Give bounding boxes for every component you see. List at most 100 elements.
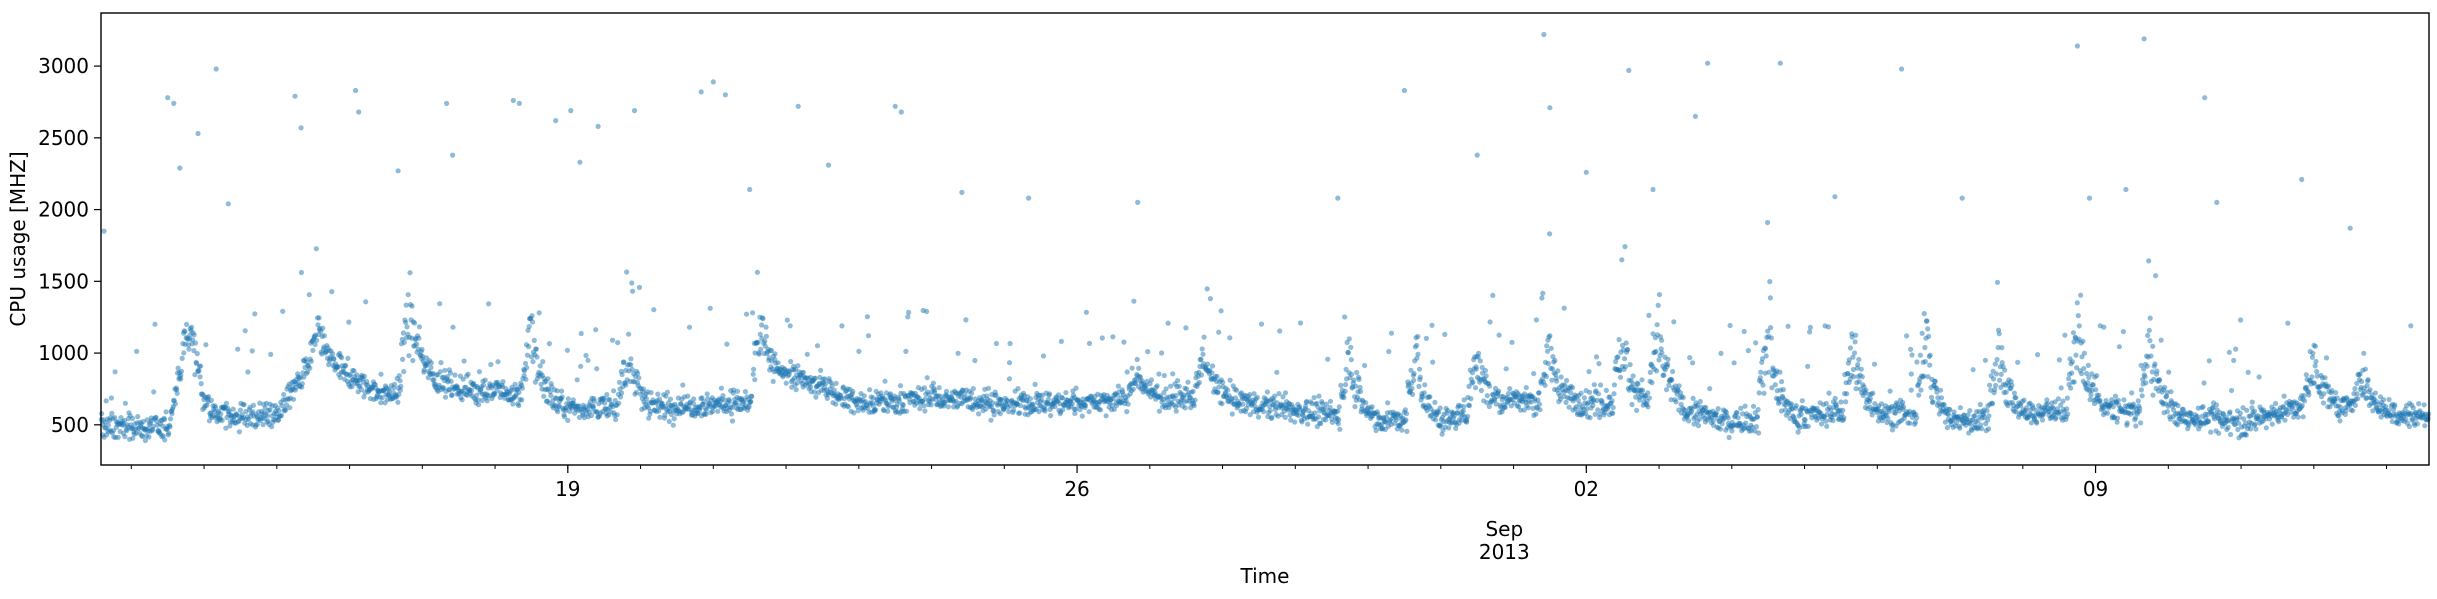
- data-point: [2141, 36, 2147, 42]
- data-point: [930, 380, 937, 386]
- data-point: [1987, 382, 1993, 388]
- data-point: [1059, 395, 1065, 401]
- data-point: [1996, 331, 2002, 337]
- data-point: [1851, 374, 1857, 380]
- data-point: [1680, 395, 1686, 401]
- data-point: [2206, 358, 2212, 364]
- data-point: [512, 381, 518, 387]
- data-point: [218, 411, 224, 417]
- data-point: [1460, 408, 1466, 414]
- data-point: [2133, 423, 2139, 429]
- data-point: [813, 394, 819, 400]
- data-point: [2074, 365, 2080, 371]
- data-point: [1227, 377, 1233, 383]
- data-point: [1853, 332, 1859, 338]
- data-point: [160, 433, 166, 439]
- data-point: [756, 351, 762, 357]
- data-point: [1599, 398, 1605, 404]
- data-point: [2062, 332, 2068, 338]
- data-point: [896, 398, 902, 404]
- data-point: [856, 348, 862, 354]
- data-point: [1083, 402, 1089, 408]
- data-point: [2251, 408, 2258, 414]
- data-point: [818, 367, 824, 373]
- data-point: [1496, 332, 1502, 338]
- data-point: [2269, 421, 2275, 427]
- data-point: [630, 288, 636, 294]
- data-point: [1754, 414, 1760, 420]
- data-point: [1417, 374, 1423, 380]
- data-point: [524, 365, 530, 371]
- data-point: [2055, 396, 2061, 402]
- data-point: [1063, 390, 1069, 396]
- data-point: [1216, 384, 1222, 390]
- data-point: [1705, 60, 1711, 66]
- data-point: [1780, 387, 1786, 393]
- data-point: [196, 368, 202, 374]
- data-point: [1558, 396, 1564, 402]
- data-point: [1622, 356, 1628, 362]
- data-point: [2421, 402, 2427, 408]
- data-point: [182, 329, 188, 335]
- data-point: [1547, 105, 1553, 111]
- data-point: [1277, 328, 1283, 334]
- data-point: [1461, 404, 1467, 410]
- data-point: [1731, 360, 1737, 366]
- data-point: [839, 323, 845, 329]
- data-point: [968, 395, 974, 401]
- data-point: [1079, 413, 1085, 419]
- data-point: [2039, 417, 2046, 423]
- data-point: [1767, 279, 1773, 285]
- data-point: [804, 351, 810, 357]
- data-point: [1832, 194, 1838, 200]
- data-point: [1805, 423, 1811, 429]
- data-point: [1819, 421, 1825, 427]
- data-point: [1555, 368, 1561, 374]
- data-point: [704, 391, 710, 397]
- data-point: [2233, 346, 2239, 352]
- data-point: [2253, 426, 2259, 432]
- data-point: [1591, 382, 1597, 388]
- data-point: [963, 317, 969, 323]
- data-point: [1647, 369, 1653, 375]
- y-tick-label: 1000: [38, 341, 89, 365]
- data-point: [1383, 414, 1390, 420]
- data-point: [1036, 409, 1042, 415]
- data-point: [2151, 376, 2157, 382]
- data-point: [268, 351, 274, 357]
- data-point: [1901, 404, 1907, 410]
- data-point: [690, 400, 697, 407]
- data-point: [1342, 388, 1348, 394]
- data-point: [2303, 372, 2309, 378]
- data-point: [1247, 392, 1253, 398]
- data-point: [2333, 390, 2339, 396]
- data-point: [1617, 367, 1623, 373]
- data-point: [1734, 410, 1740, 416]
- data-point: [720, 393, 726, 399]
- data-point: [2060, 398, 2066, 404]
- data-point: [2114, 415, 2121, 421]
- data-point: [615, 340, 621, 346]
- data-point: [1348, 357, 1354, 363]
- data-point: [154, 418, 160, 424]
- data-point: [1058, 338, 1064, 344]
- data-point: [1168, 383, 1174, 389]
- data-point: [1595, 391, 1602, 397]
- data-point: [1635, 381, 1641, 387]
- data-point: [2021, 397, 2027, 403]
- data-point: [1531, 371, 1537, 377]
- data-point: [1610, 404, 1616, 411]
- data-point: [1627, 362, 1633, 368]
- data-point: [2009, 382, 2015, 388]
- data-point: [206, 394, 212, 400]
- data-point: [1957, 405, 1963, 411]
- data-point: [983, 406, 989, 412]
- data-point: [2080, 338, 2086, 344]
- data-point: [2064, 406, 2070, 412]
- data-point: [281, 391, 287, 398]
- data-point: [1690, 360, 1696, 366]
- data-point: [1353, 383, 1359, 389]
- data-point: [619, 371, 625, 378]
- data-point: [1509, 339, 1515, 345]
